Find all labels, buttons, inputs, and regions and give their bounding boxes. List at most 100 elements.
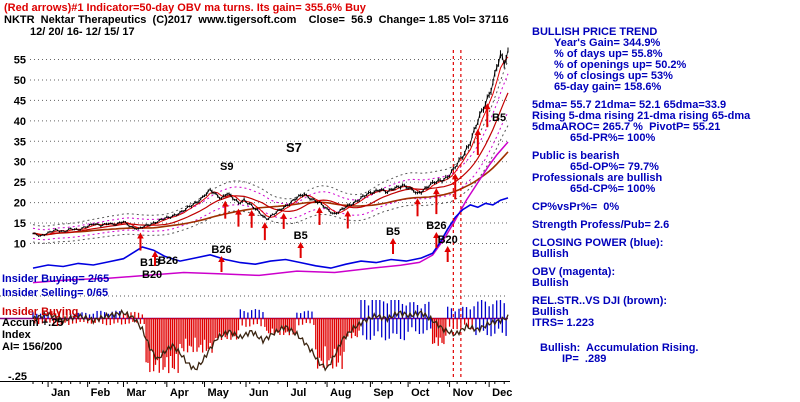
chart-text: B5 — [386, 226, 400, 238]
analysis-line: REL.STR..VS DJI (brown): — [532, 295, 668, 307]
analysis-line: % of days up= 55.8% — [554, 48, 663, 60]
buy-signal-arrowhead — [474, 129, 482, 136]
analysis-line: 5dmaAROC= 265.7 % PivotP= 55.21 — [532, 121, 721, 133]
analysis-line: Professionals are bullish — [532, 172, 663, 184]
rel-str-line — [32, 308, 509, 372]
buy-signal-arrowhead — [344, 210, 352, 217]
buy-signal-arrowhead — [483, 103, 491, 110]
chart-text: Jan — [51, 387, 70, 399]
mid-signals: B26 B5 B5 B26 B20 — [211, 220, 458, 272]
buy-signal-arrowhead — [433, 232, 440, 238]
chart-text: 55 — [14, 54, 26, 66]
buy-signal-arrowhead — [280, 212, 287, 219]
chart-text: B5 — [294, 230, 308, 242]
buy-signal-arrowhead — [316, 206, 323, 213]
chart-text: 15 — [14, 218, 26, 230]
buy-signal-arrowhead — [151, 251, 159, 257]
chart-text: Feb — [91, 387, 111, 399]
chart-text: Index — [2, 329, 32, 341]
chart-text: Apr — [170, 387, 190, 399]
analysis-line: ITRS= 1.223 — [532, 317, 595, 329]
chart-text: Insider Selling= 0/65 — [2, 287, 108, 299]
buy-signal-arrowhead — [389, 238, 397, 244]
analysis-line: 65d-OP%= 79.7% — [570, 161, 659, 173]
chart-text: -.25 — [8, 371, 27, 383]
chart-text: 30 — [14, 157, 26, 169]
chart-text: May — [208, 387, 230, 399]
chart-text: Sep — [373, 387, 393, 399]
analysis-line: 65-day gain= 158.6% — [554, 81, 662, 93]
buy-signal-arrowhead — [218, 256, 225, 262]
chart-text: B5 — [492, 112, 506, 124]
chart-text: 35 — [14, 136, 26, 148]
chart-text: Oct — [411, 387, 430, 399]
buy-signal-arrowhead — [221, 200, 229, 207]
analysis-line: Bullish — [532, 306, 569, 318]
chart-text: AI= 156/200 — [2, 341, 62, 353]
chart-text: Accum +.25 — [2, 317, 63, 329]
pane-labels: Insider Buying= 2/65 Insider Selling= 0/6… — [2, 273, 109, 383]
ticker-info-line: NKTR Nektar Therapeutics (C)2017 www.tig… — [4, 14, 509, 26]
chart-text: B20 — [438, 234, 458, 246]
chart-text: Nov — [453, 387, 475, 399]
chart-text: Jul — [290, 387, 306, 399]
chart-text: B20 — [142, 269, 162, 281]
analysis-panel: BULLISH PRICE TREND Year's Gain= 344.9%% … — [532, 27, 800, 365]
analysis-line: CLOSING POWER (blue): — [532, 237, 664, 249]
price-gridlines: 55 50 45 40 35 30 25 20 15 10 — [14, 54, 508, 251]
closing-power-line — [32, 197, 509, 269]
buy-signal-arrowhead — [235, 208, 242, 215]
buy-signal-arrowhead — [414, 198, 421, 205]
chart-text: 50 — [14, 75, 26, 87]
chart-text: B26 — [158, 255, 178, 267]
analysis-line: 65d-PR%= 100% — [570, 132, 656, 144]
chart-text: Mar — [126, 387, 146, 399]
analysis-line: OBV (magenta): — [532, 266, 616, 278]
buy-signal-arrowhead — [433, 188, 440, 195]
analysis-line: Year's Gain= 344.9% — [554, 37, 661, 49]
chart-text: Insider Buying= 2/65 — [2, 273, 109, 285]
chart-text: B26 — [426, 220, 446, 232]
date-range: 12/ 20/ 16- 12/ 15/ 17 — [30, 26, 135, 38]
chart-text: S7 — [286, 140, 302, 155]
analysis-line: Bullish: Accumulation Rising. — [540, 342, 699, 354]
price-bars — [32, 47, 509, 237]
chart-text: 40 — [14, 116, 26, 128]
buy-signal-arrowhead — [444, 246, 451, 252]
indicator-headline: (Red arrows)#1 Indicator=50-day OBV ma t… — [4, 2, 366, 14]
analysis-line: BULLISH PRICE TREND — [532, 26, 658, 38]
buy-signal-arrowhead — [248, 209, 255, 216]
signal-vlines — [452, 50, 462, 380]
chart-text: B26 — [211, 244, 231, 256]
analysis-line: 5dma= 55.7 21dma= 52.1 65dma=33.9 — [532, 99, 727, 111]
analysis-line: Strength Profess/Pub= 2.6 — [532, 219, 670, 231]
buy-signal-arrowhead — [297, 242, 304, 248]
analysis-line: Rising 5-dma rising 21-dma rising 65-dma — [532, 110, 751, 122]
time-axis: Jan Feb Mar Apr May Jun Jul Aug Sep Oct Nov Dec — [32, 381, 512, 399]
chart-text: Dec — [492, 387, 512, 399]
chart-text: 10 — [14, 239, 26, 251]
chart-text: Jun — [249, 387, 269, 399]
chart-text: 45 — [14, 95, 26, 107]
chart-text: S9 — [220, 161, 233, 173]
analysis-line: CP%vsPr%= 0% — [532, 201, 620, 213]
buy-signal-arrowhead — [451, 173, 459, 180]
analysis-line: % of closings up= 53% — [554, 70, 673, 82]
analysis-line: IP= .289 — [562, 353, 607, 365]
chart-text: 20 — [14, 198, 26, 210]
buy-signal-arrowhead — [137, 232, 144, 239]
buy-signal-arrowhead — [261, 222, 269, 229]
chart-text: Aug — [330, 387, 351, 399]
analysis-line: % of openings up= 50.2% — [554, 59, 687, 71]
chart-text: 25 — [14, 177, 26, 189]
buy-arrows — [137, 103, 491, 251]
analysis-line: Bullish — [532, 248, 569, 260]
analysis-line: Public is bearish — [532, 150, 620, 162]
analysis-line: Bullish — [532, 277, 569, 289]
chart-text: Insider Buying — [2, 306, 78, 318]
analysis-line: 65d-CP%= 100% — [570, 183, 656, 195]
obv-line — [32, 141, 509, 284]
